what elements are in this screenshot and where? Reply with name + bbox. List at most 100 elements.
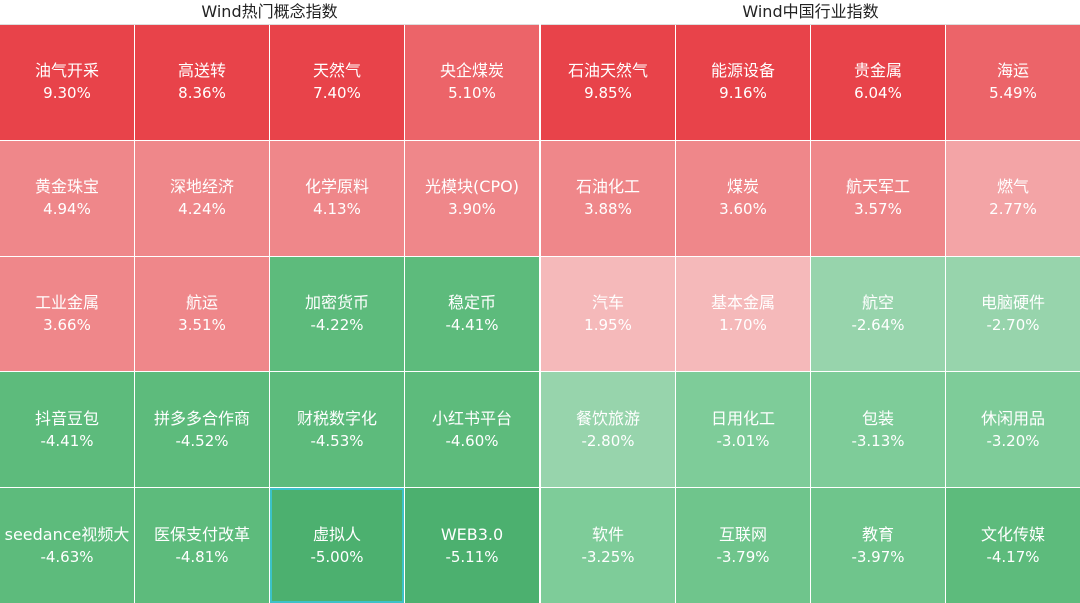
tile-change: 3.60% xyxy=(719,200,767,219)
panel-title: Wind热门概念指数 xyxy=(0,0,539,25)
tile[interactable]: 小红书平台 -4.60% xyxy=(405,372,539,488)
tile[interactable]: 化学原料 4.13% xyxy=(270,140,404,256)
tile[interactable]: 油气开采 9.30% xyxy=(0,25,134,140)
tile-change: 3.57% xyxy=(854,200,902,219)
tile[interactable]: 加密货币 -4.22% xyxy=(270,256,404,372)
tile-name: 稳定币 xyxy=(447,292,496,312)
tile[interactable]: 财税数字化 -4.53% xyxy=(270,372,404,488)
tile[interactable]: 拼多多合作商 -4.52% xyxy=(135,372,269,488)
tile[interactable]: 石油天然气 9.85% xyxy=(541,25,675,140)
tile-name: 抖音豆包 xyxy=(34,408,99,428)
tile-change: 4.94% xyxy=(43,200,91,219)
tile-change: -3.01% xyxy=(716,431,770,450)
tile-name: 基本金属 xyxy=(710,292,775,312)
tile[interactable]: 黄金珠宝 4.94% xyxy=(0,140,134,256)
tile-name: 高送转 xyxy=(177,61,226,81)
tile[interactable]: 日用化工 -3.01% xyxy=(676,372,810,488)
tile-change: -4.81% xyxy=(175,547,229,566)
tile-name: 石油天然气 xyxy=(567,61,648,81)
tile[interactable]: 央企煤炭 5.10% xyxy=(405,25,539,140)
tile-name: 软件 xyxy=(591,524,624,544)
tile-change: 3.90% xyxy=(448,200,496,219)
tile[interactable]: 抖音豆包 -4.41% xyxy=(0,372,134,488)
tile[interactable]: 能源设备 9.16% xyxy=(676,25,810,140)
tile-name: 互联网 xyxy=(718,524,767,544)
tile-change: 7.40% xyxy=(313,84,361,103)
tile[interactable]: 文化传媒 -4.17% xyxy=(946,488,1080,603)
tile[interactable]: 航空 -2.64% xyxy=(811,256,945,372)
tile-change: -5.00% xyxy=(310,547,364,566)
tile-name: 航空 xyxy=(861,292,894,312)
tile-name: 石油化工 xyxy=(575,177,640,197)
tile[interactable]: 海运 5.49% xyxy=(946,25,1080,140)
tile-name: 电脑硬件 xyxy=(980,292,1045,312)
tile[interactable]: 天然气 7.40% xyxy=(270,25,404,140)
tile-name: 航天军工 xyxy=(845,177,910,197)
tile-change: 9.16% xyxy=(719,84,767,103)
tile-change: 5.10% xyxy=(448,84,496,103)
tile-name: 休闲用品 xyxy=(980,408,1045,428)
tile[interactable]: 教育 -3.97% xyxy=(811,488,945,603)
tile[interactable]: 工业金属 3.66% xyxy=(0,256,134,372)
tile[interactable]: 基本金属 1.70% xyxy=(676,256,810,372)
tile-name: 贵金属 xyxy=(853,61,902,81)
tile[interactable]: 航运 3.51% xyxy=(135,256,269,372)
tile[interactable]: 包装 -3.13% xyxy=(811,372,945,488)
tile-name: 海运 xyxy=(996,61,1029,81)
tile[interactable]: 休闲用品 -3.20% xyxy=(946,372,1080,488)
tile[interactable]: seedance视频大 -4.63% xyxy=(0,488,134,603)
tile-name: 虚拟人 xyxy=(312,524,361,544)
tile[interactable]: 虚拟人 -5.00% xyxy=(270,488,404,603)
tile-name: 煤炭 xyxy=(726,177,759,197)
tile-change: -3.79% xyxy=(716,547,770,566)
tile-change: 5.49% xyxy=(989,84,1037,103)
tile[interactable]: 高送转 8.36% xyxy=(135,25,269,140)
tile-change: -3.13% xyxy=(851,431,905,450)
tile[interactable]: 餐饮旅游 -2.80% xyxy=(541,372,675,488)
tile-change: 3.88% xyxy=(584,200,632,219)
tile[interactable]: 电脑硬件 -2.70% xyxy=(946,256,1080,372)
tile-name: 包装 xyxy=(861,408,894,428)
tile[interactable]: 燃气 2.77% xyxy=(946,140,1080,256)
tile[interactable]: 石油化工 3.88% xyxy=(541,140,675,256)
panel: Wind热门概念指数油气开采 9.30% 高送转 8.36% 天然气 7.40% 央企煤炭 5… xyxy=(0,0,539,603)
tile[interactable]: 软件 -3.25% xyxy=(541,488,675,603)
tile-grid: 油气开采 9.30% 高送转 8.36% 天然气 7.40% 央企煤炭 5.10% 黄金珠宝 4.… xyxy=(0,25,539,603)
tile-name: 化学原料 xyxy=(304,177,369,197)
tile-name: 天然气 xyxy=(312,61,361,81)
tile[interactable]: 航天军工 3.57% xyxy=(811,140,945,256)
tile-name: 光模块(CPO) xyxy=(425,177,519,197)
tile-change: -5.11% xyxy=(445,547,499,566)
tile-name: 能源设备 xyxy=(710,61,775,81)
tile[interactable]: 汽车 1.95% xyxy=(541,256,675,372)
tile[interactable]: 互联网 -3.79% xyxy=(676,488,810,603)
tile[interactable]: 煤炭 3.60% xyxy=(676,140,810,256)
tile-name: 黄金珠宝 xyxy=(34,177,99,197)
tile-name: 教育 xyxy=(861,524,894,544)
tile[interactable]: 贵金属 6.04% xyxy=(811,25,945,140)
tile[interactable]: 深地经济 4.24% xyxy=(135,140,269,256)
tile[interactable]: 医保支付改革 -4.81% xyxy=(135,488,269,603)
tile-name: 油气开采 xyxy=(34,61,99,81)
tile[interactable]: WEB3.0 -5.11% xyxy=(405,488,539,603)
tile-name: 央企煤炭 xyxy=(439,61,504,81)
tile-name: 医保支付改革 xyxy=(153,524,250,544)
tile-name: 餐饮旅游 xyxy=(575,408,640,428)
tile-change: 1.70% xyxy=(719,315,767,334)
panel: Wind中国行业指数石油天然气 9.85% 能源设备 9.16% 贵金属 6.04% 海运 5… xyxy=(541,0,1080,603)
tile-change: -4.41% xyxy=(445,315,499,334)
tile-change: -4.17% xyxy=(986,547,1040,566)
tile-grid: 石油天然气 9.85% 能源设备 9.16% 贵金属 6.04% 海运 5.49% 石油化工 3.… xyxy=(541,25,1080,603)
tile-change: 9.30% xyxy=(43,84,91,103)
tile-change: -4.22% xyxy=(310,315,364,334)
tile-change: -4.52% xyxy=(175,431,229,450)
tile-change: 9.85% xyxy=(584,84,632,103)
tile-change: -3.20% xyxy=(986,431,1040,450)
tile-name: seedance视频大 xyxy=(4,524,130,544)
tile[interactable]: 稳定币 -4.41% xyxy=(405,256,539,372)
tile-name: 小红书平台 xyxy=(431,408,512,428)
tile-name: 加密货币 xyxy=(304,292,369,312)
tile[interactable]: 光模块(CPO) 3.90% xyxy=(405,140,539,256)
panel-title: Wind中国行业指数 xyxy=(541,0,1080,25)
tile-change: 3.51% xyxy=(178,315,226,334)
